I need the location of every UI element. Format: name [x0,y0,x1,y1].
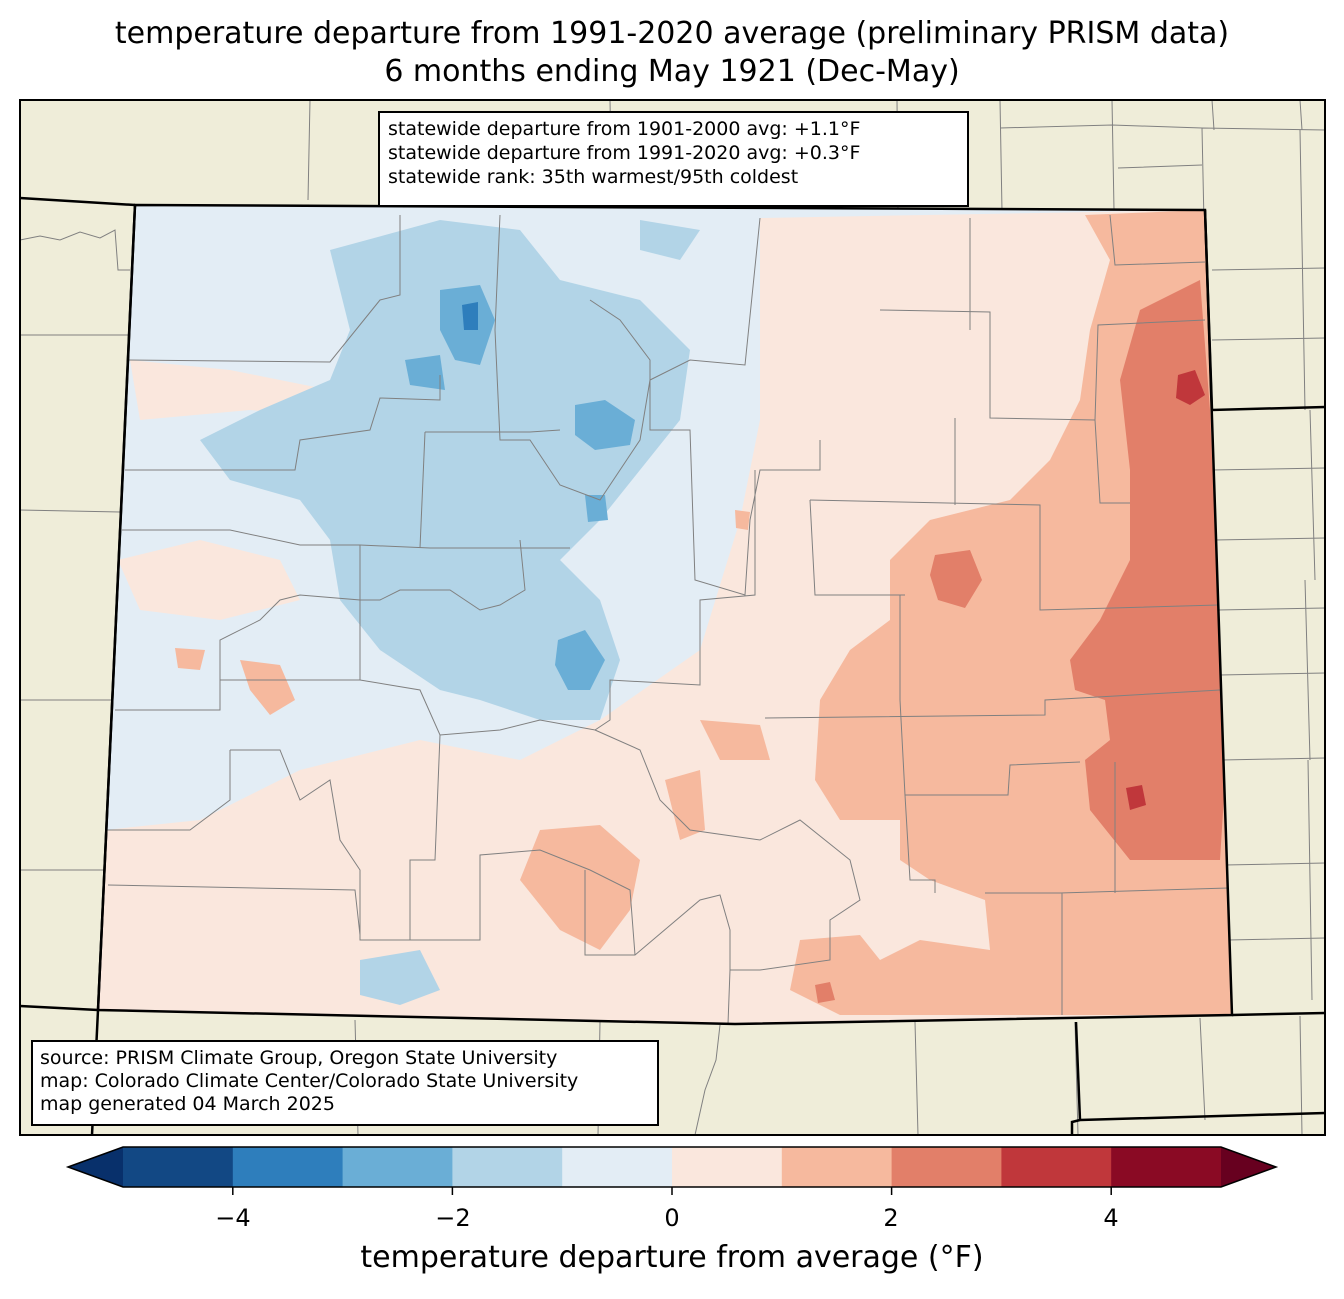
map-title-line2: 6 months ending May 1921 (Dec-May) [384,54,960,89]
source-credit-box: source: PRISM Climate Group, Oregon Stat… [31,1040,659,1126]
stats-line-3: statewide rank: 35th warmest/95th coldes… [388,166,799,188]
colorbar-extend-low [68,1147,123,1187]
colorbar-bin [672,1147,783,1187]
colorbar [65,1146,1279,1195]
colorbar-bin [562,1147,673,1187]
colorbar-bin [123,1147,234,1187]
source-line-3: map generated 04 March 2025 [40,1093,335,1115]
colorbar-tick-label: 0 [664,1204,680,1232]
colorbar-bin [781,1147,893,1187]
colorbar-tick-label: −4 [215,1204,251,1232]
stats-line-1: statewide departure from 1901-2000 avg: … [388,118,861,140]
colorbar-bin [342,1147,453,1187]
source-line-1: source: PRISM Climate Group, Oregon Stat… [40,1047,558,1069]
colorbar-label: temperature departure from average (°F) [360,1240,984,1275]
colorbar-bin [452,1147,563,1187]
colorbar-bin [1111,1147,1222,1187]
statewide-stats-box: statewide departure from 1901-2000 avg: … [378,111,969,207]
stats-line-2: statewide departure from 1991-2020 avg: … [388,142,861,164]
colorbar-bin [1001,1147,1112,1187]
warm-region-2-3 [1070,280,1225,860]
source-line-2: map: Colorado Climate Center/Colorado St… [40,1070,579,1092]
map-title-line1: temperature departure from 1991-2020 ave… [114,16,1230,51]
colorbar-tick-label: 4 [1103,1204,1119,1232]
cool-region-mountains [200,220,690,720]
colorbar-tick-label: 2 [883,1204,899,1232]
colorbar-extend-high [1221,1147,1276,1187]
colorbar-outline [65,1146,1279,1188]
colorbar-bin [232,1147,344,1187]
county-lines [105,214,1229,1025]
colorbar-bin [891,1147,1002,1187]
map-border [19,99,1326,1136]
colorbar-tick-label: −2 [435,1204,471,1232]
